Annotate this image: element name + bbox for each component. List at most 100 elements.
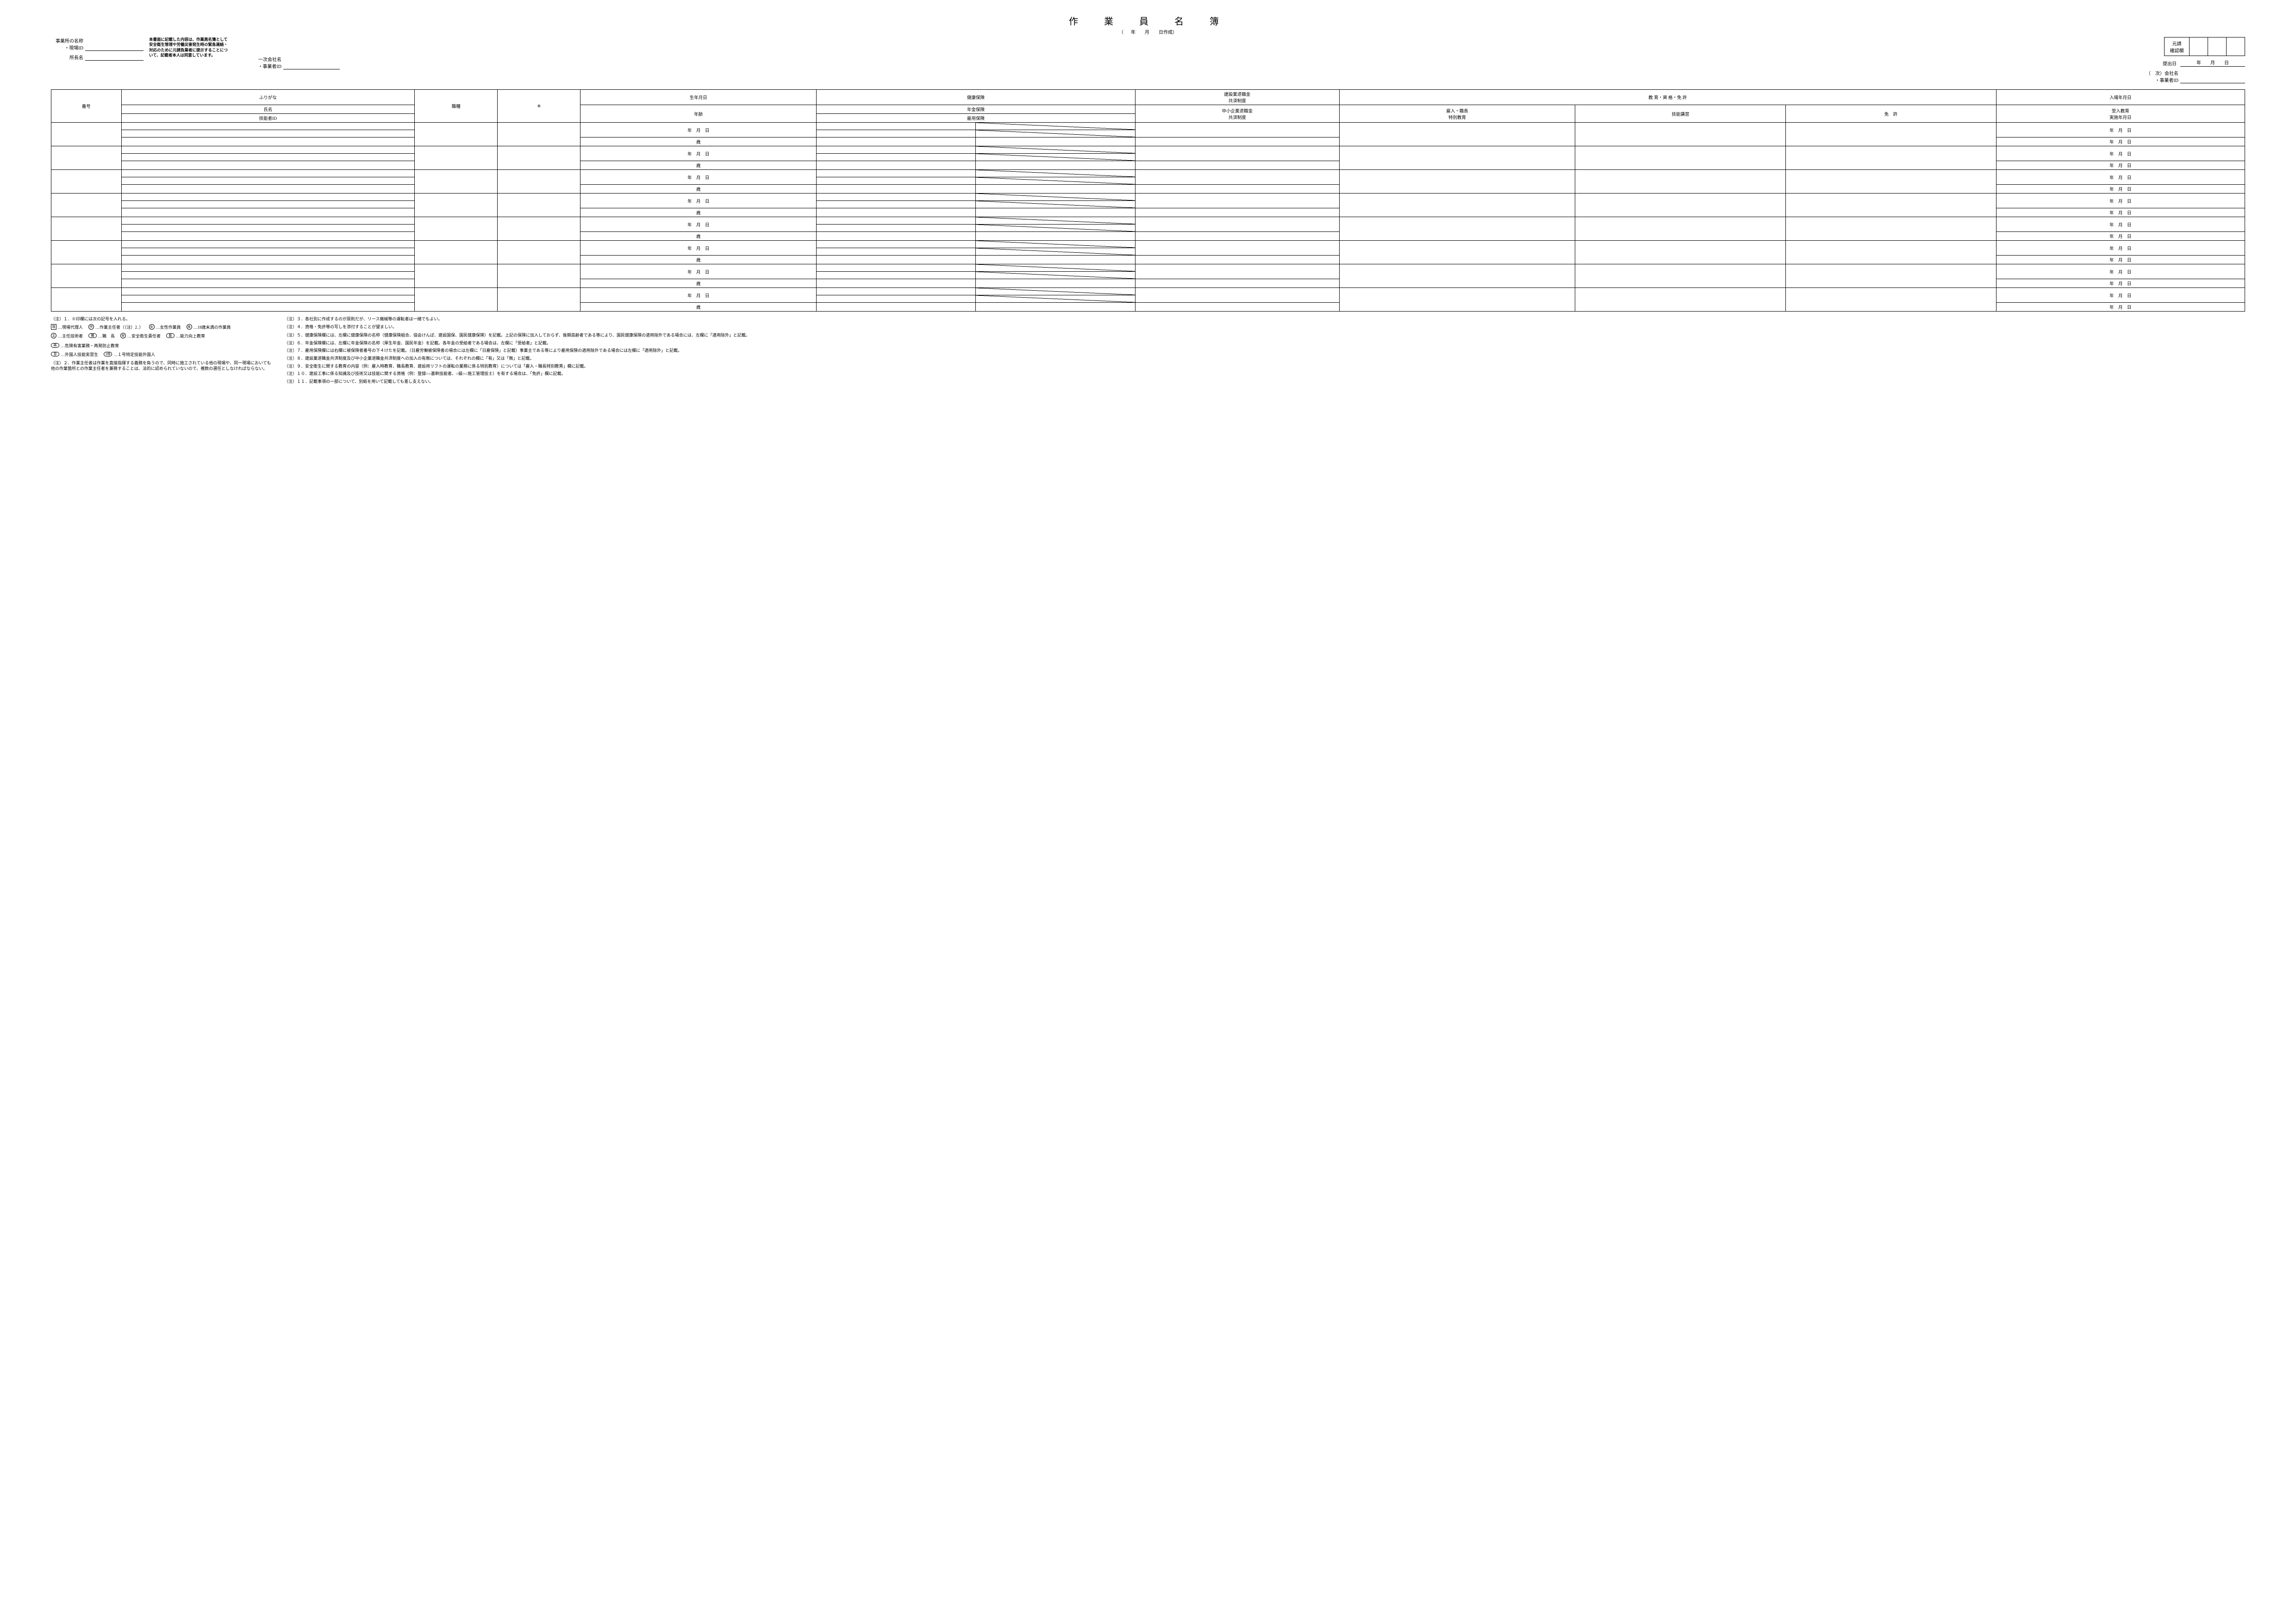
table-cell[interactable] (817, 146, 976, 154)
table-cell[interactable] (817, 137, 976, 146)
table-cell[interactable] (1135, 170, 1339, 185)
table-cell[interactable] (1339, 194, 1575, 217)
table-cell[interactable]: 年 月 日 (580, 217, 817, 232)
table-cell[interactable]: 年 月 日 (1996, 256, 2245, 264)
table-cell[interactable] (976, 279, 1135, 288)
table-cell[interactable] (415, 146, 498, 170)
table-cell[interactable] (1135, 288, 1339, 303)
table-cell[interactable] (817, 201, 976, 208)
table-cell[interactable]: 年 月 日 (580, 194, 817, 208)
table-cell[interactable]: 年 月 日 (1996, 161, 2245, 170)
table-cell[interactable] (817, 170, 976, 177)
table-cell[interactable] (1135, 146, 1339, 161)
table-cell[interactable] (976, 232, 1135, 241)
table-cell[interactable] (121, 154, 415, 161)
table-cell[interactable]: 年 月 日 (1996, 217, 2245, 232)
table-cell[interactable] (1339, 170, 1575, 194)
table-cell[interactable] (121, 303, 415, 312)
table-cell[interactable]: 歳 (580, 256, 817, 264)
table-cell[interactable]: 歳 (580, 185, 817, 194)
table-cell[interactable] (817, 295, 976, 303)
table-cell[interactable] (1135, 161, 1339, 170)
table-cell[interactable] (817, 161, 976, 170)
table-cell[interactable] (1575, 288, 1786, 312)
table-cell[interactable] (1786, 170, 1997, 194)
table-cell[interactable] (1339, 217, 1575, 241)
table-cell[interactable] (1786, 123, 1997, 146)
table-cell[interactable] (817, 279, 976, 288)
table-cell[interactable] (121, 194, 415, 201)
table-cell[interactable] (121, 177, 415, 185)
table-cell[interactable] (1135, 279, 1339, 288)
table-cell[interactable] (817, 154, 976, 161)
table-cell[interactable] (415, 123, 498, 146)
table-cell[interactable] (1786, 194, 1997, 217)
table-cell[interactable] (976, 161, 1135, 170)
table-cell[interactable] (121, 137, 415, 146)
table-cell[interactable] (817, 264, 976, 272)
table-cell[interactable] (1786, 217, 1997, 241)
table-cell[interactable] (121, 161, 415, 170)
table-cell[interactable] (817, 177, 976, 185)
table-cell[interactable] (1339, 264, 1575, 288)
table-cell[interactable] (121, 241, 415, 248)
table-cell[interactable] (1575, 194, 1786, 217)
table-cell[interactable]: 年 月 日 (1996, 185, 2245, 194)
table-cell[interactable] (51, 264, 122, 288)
table-cell[interactable] (976, 256, 1135, 264)
table-cell[interactable] (1135, 194, 1339, 208)
table-cell[interactable] (1135, 256, 1339, 264)
table-cell[interactable] (498, 194, 580, 217)
table-cell[interactable] (1786, 264, 1997, 288)
table-cell[interactable] (817, 185, 976, 194)
table-cell[interactable] (121, 123, 415, 130)
table-cell[interactable] (817, 232, 976, 241)
foreman-field[interactable] (85, 54, 144, 61)
next-company-field[interactable] (2180, 77, 2245, 83)
table-cell[interactable] (498, 123, 580, 146)
table-cell[interactable]: 年 月 日 (1996, 123, 2245, 137)
table-cell[interactable]: 年 月 日 (1996, 170, 2245, 185)
confirm-cell-1[interactable] (2190, 37, 2208, 56)
table-cell[interactable] (51, 217, 122, 241)
table-cell[interactable] (1575, 170, 1786, 194)
table-cell[interactable]: 年 月 日 (580, 170, 817, 185)
table-cell[interactable] (498, 264, 580, 288)
table-cell[interactable] (1135, 208, 1339, 217)
table-cell[interactable] (121, 288, 415, 295)
table-cell[interactable] (1135, 217, 1339, 232)
table-cell[interactable]: 年 月 日 (580, 146, 817, 161)
table-cell[interactable]: 年 月 日 (1996, 146, 2245, 161)
table-cell[interactable] (1135, 241, 1339, 256)
table-cell[interactable] (415, 288, 498, 312)
table-cell[interactable]: 歳 (580, 137, 817, 146)
table-cell[interactable] (1135, 264, 1339, 279)
table-cell[interactable] (817, 194, 976, 201)
table-cell[interactable] (121, 146, 415, 154)
table-cell[interactable]: 年 月 日 (580, 123, 817, 137)
table-cell[interactable]: 歳 (580, 303, 817, 312)
table-cell[interactable]: 年 月 日 (580, 241, 817, 256)
table-cell[interactable] (415, 170, 498, 194)
table-cell[interactable] (51, 123, 122, 146)
table-cell[interactable] (1575, 146, 1786, 170)
table-cell[interactable] (121, 272, 415, 279)
table-cell[interactable]: 年 月 日 (1996, 241, 2245, 256)
table-cell[interactable] (51, 146, 122, 170)
table-cell[interactable] (1786, 146, 1997, 170)
table-cell[interactable] (415, 264, 498, 288)
table-cell[interactable] (976, 137, 1135, 146)
primary-company-field[interactable] (283, 63, 340, 69)
table-cell[interactable] (817, 272, 976, 279)
table-cell[interactable] (121, 201, 415, 208)
table-cell[interactable] (121, 225, 415, 232)
table-cell[interactable] (121, 248, 415, 256)
table-cell[interactable] (498, 241, 580, 264)
table-cell[interactable] (976, 303, 1135, 312)
table-cell[interactable] (1135, 303, 1339, 312)
table-cell[interactable] (415, 194, 498, 217)
table-cell[interactable] (1575, 264, 1786, 288)
table-cell[interactable] (1135, 123, 1339, 137)
table-cell[interactable] (1135, 137, 1339, 146)
table-cell[interactable] (1575, 241, 1786, 264)
